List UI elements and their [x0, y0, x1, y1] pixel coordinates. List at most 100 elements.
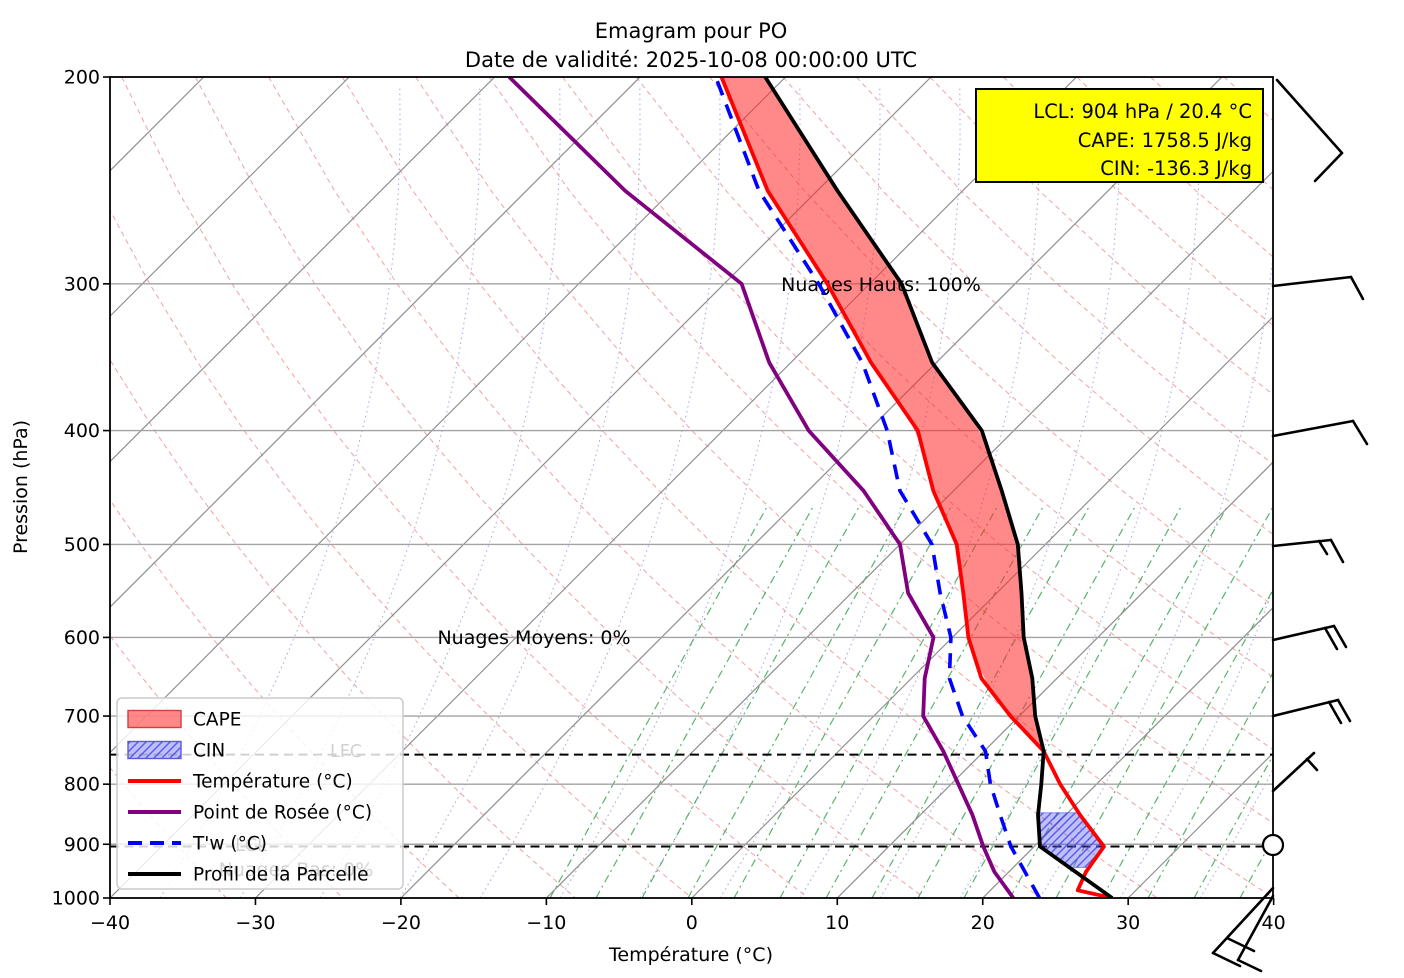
mixing-ratio-line [917, 504, 1137, 898]
dry-adiabat-line [1150, 77, 1273, 191]
dry-adiabat-line [110, 209, 693, 898]
info-cin: CIN: -136.3 J/kg [1100, 157, 1252, 180]
legend-label-parcel: Profil de la Parcelle [193, 865, 368, 886]
y-tick-label: 600 [64, 627, 100, 649]
wind-barb-tick [1329, 538, 1345, 564]
dewpoint-curve [507, 77, 1015, 898]
wind-barb-staff [1236, 894, 1275, 962]
mixing-ratio-line [1147, 671, 1273, 898]
wind-barb-staff [1211, 886, 1275, 955]
moist-adiabat-line [799, 87, 1041, 898]
x-axis-label: Température (°C) [608, 944, 773, 966]
wind-barbs [1211, 78, 1369, 973]
moist-adiabat-line [879, 87, 1121, 898]
x-tick-label: 0 [686, 912, 698, 934]
mixing-ratio-line [779, 504, 999, 898]
mixing-ratio-line [1101, 588, 1273, 898]
dry-adiabat-line [1076, 77, 1273, 258]
wind-barb-tick [1225, 936, 1256, 953]
mixing-ratio-line [825, 504, 1045, 898]
cape-cin-fills [721, 77, 1104, 868]
legend-label-cape: CAPE [193, 710, 241, 731]
legend-label-cin: CIN [193, 741, 225, 762]
legend-box [116, 697, 404, 890]
mixing-ratio-line [1193, 754, 1273, 898]
moist-adiabat-line [559, 87, 801, 898]
isotherm-line [110, 77, 786, 754]
x-tick-label: −20 [381, 912, 421, 934]
wind-barb [1271, 698, 1352, 725]
moist-adiabat-line [1119, 587, 1273, 898]
wind-barb-tick [1349, 275, 1365, 301]
mixing-ratio-line [687, 504, 907, 898]
legend-label-wetbulb: T'w (°C) [192, 834, 267, 855]
wind-barb-staff [1271, 275, 1353, 288]
wind-barb-tick [1236, 958, 1263, 973]
dry-adiabat-line [268, 77, 1042, 898]
moist-adiabat-line [479, 87, 721, 898]
isotherm-line [1127, 752, 1273, 898]
wind-barb-tick [1305, 757, 1319, 772]
moist-adiabat-line [399, 87, 641, 898]
wind-barb [1271, 538, 1345, 564]
x-tick-label: 40 [1262, 912, 1286, 934]
dry-adiabat-line [1297, 77, 1404, 898]
y-tick-label: 1000 [52, 888, 100, 910]
moist-adiabat-line [1360, 88, 1404, 898]
tick-labels: −40 −30 −20 −10 0 10 20 30 40 200 300 400 500 600 700 8… [52, 67, 1286, 935]
chart-subtitle: Date de validité: 2025-10-08 00:00:00 UT… [465, 48, 917, 72]
info-box-background [975, 88, 1264, 183]
dry-adiabat-line [341, 77, 1158, 898]
info-cape: CAPE: 1758.5 J/kg [1078, 129, 1252, 152]
y-tick-label: 300 [64, 273, 100, 295]
wind-barb [1271, 275, 1365, 301]
y-tick-label: 700 [64, 706, 100, 728]
isotherm-line [110, 77, 350, 318]
legend-label-temperature: Température (°C) [192, 772, 353, 793]
wind-barb-tick [1313, 151, 1344, 183]
chart-title: Emagram pour PO [595, 19, 788, 43]
legend-swatch-cin-hatch [127, 740, 182, 760]
isotherm-line [110, 77, 496, 463]
x-tick-label: −30 [235, 912, 275, 934]
wetbulb-curve [714, 77, 1042, 898]
parcel-curve [763, 77, 1114, 898]
mixing-ratio-line [549, 504, 769, 898]
moist-adiabat-line [959, 87, 1201, 898]
wind-barb-tick [1336, 698, 1352, 723]
wind-barb-staff [1271, 419, 1355, 438]
moist-adiabat-line [719, 87, 961, 898]
y-tick-label: 800 [64, 774, 100, 796]
legend-label-dewpoint: Point de Rosée (°C) [193, 803, 372, 824]
wind-barb-tick [1332, 624, 1348, 649]
isotherm-line [400, 77, 1223, 898]
wind-barb-tick [1351, 419, 1369, 446]
isotherm-line [836, 461, 1273, 898]
mixing-ratio-line [733, 504, 953, 898]
y-tick-label: 900 [64, 834, 100, 856]
y-tick-label: 500 [64, 534, 100, 556]
cloud-mid-annotation: Nuages Moyens: 0% [437, 627, 630, 649]
mixing-ratio-line [1286, 505, 1404, 898]
wind-barb [1211, 886, 1275, 968]
moist-adiabat-line [1039, 251, 1273, 898]
y-tick-label: 400 [64, 420, 100, 442]
wind-barb-staff [1275, 78, 1344, 155]
wind-barb [1271, 624, 1348, 651]
wind-barb-tick [1327, 700, 1343, 725]
dry-adiabat-line [562, 77, 1273, 751]
info-lcl: LCL: 904 hPa / 20.4 °C [1033, 100, 1252, 123]
mixing-ratio-line [1332, 505, 1404, 898]
moist-adiabat-line [1280, 88, 1404, 898]
moist-adiabat-line [1199, 767, 1273, 898]
mixing-ratio-line [1378, 505, 1404, 898]
dry-adiabat-line [1371, 77, 1404, 898]
x-tick-label: 20 [971, 912, 995, 934]
mixing-ratio-line [963, 504, 1183, 898]
mixing-ratio-line [871, 504, 1091, 898]
legend-swatch-cape [127, 709, 182, 729]
x-tick-label: −10 [526, 912, 566, 934]
cloud-high-annotation: Nuages Hauts: 100% [781, 274, 981, 296]
